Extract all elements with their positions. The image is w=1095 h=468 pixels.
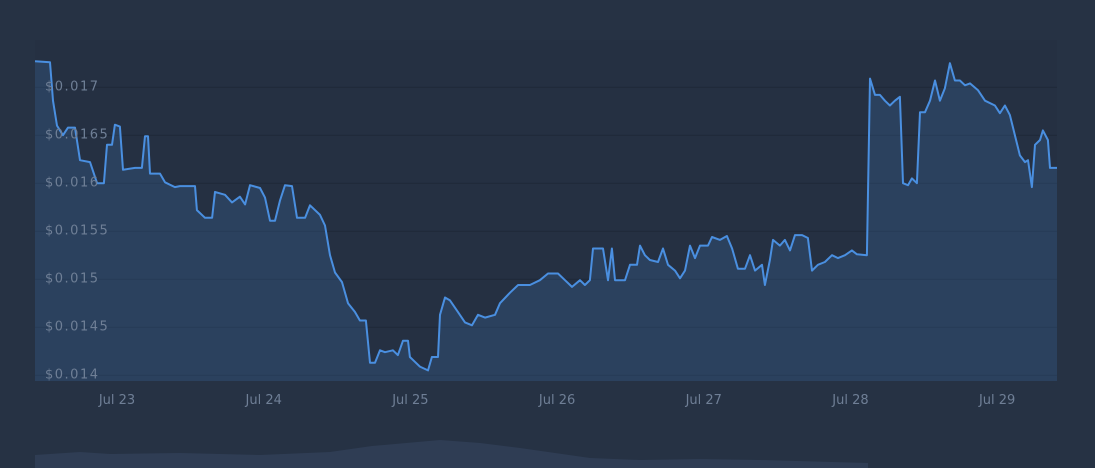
- tick-labels: $0.014 $0.0145 $0.015 $0.0155 $0.016 $0.0165 $…: [45, 80, 1015, 408]
- y-tick-label: $0.0145: [45, 320, 109, 335]
- x-tick-label: Jul 23: [98, 393, 135, 408]
- y-tick-label: $0.016: [45, 176, 100, 191]
- grid: [35, 86, 1057, 385]
- plot-area: [35, 40, 1057, 381]
- area-fill: [35, 61, 1057, 382]
- series: [34, 60, 1057, 382]
- x-tick-label: Jul 29: [978, 393, 1015, 408]
- y-tick-label: $0.0155: [45, 224, 109, 239]
- navigator-volume: [35, 440, 868, 468]
- y-tick-label: $0.017: [45, 80, 100, 95]
- y-tick-label: $0.014: [45, 368, 100, 383]
- x-tick-label: Jul 25: [391, 393, 428, 408]
- x-tick-label: Jul 28: [831, 393, 868, 408]
- price-line: [34, 60, 1057, 372]
- y-tick-label: $0.0165: [45, 128, 109, 143]
- x-tick-label: Jul 24: [245, 393, 282, 408]
- x-tick-label: Jul 27: [685, 393, 722, 408]
- x-tick-label: Jul 26: [538, 393, 575, 408]
- y-tick-label: $0.015: [45, 272, 100, 287]
